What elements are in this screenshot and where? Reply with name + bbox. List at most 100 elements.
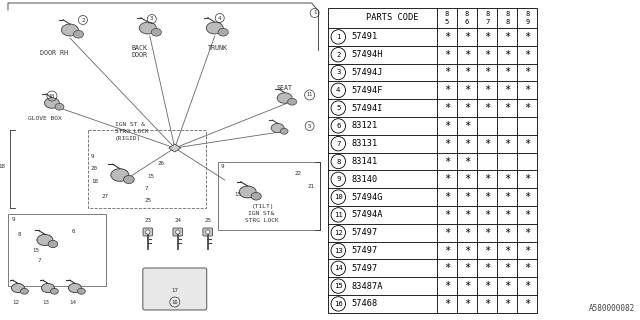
Text: *: * [524,174,531,184]
Text: *: * [464,281,470,291]
Text: 57494I: 57494I [351,104,383,113]
Text: 5: 5 [445,20,449,25]
Text: 25: 25 [205,218,212,223]
Ellipse shape [218,28,228,36]
Text: *: * [524,263,531,273]
Text: *: * [444,174,450,184]
Text: 9: 9 [525,20,529,25]
Text: 2: 2 [336,52,340,58]
Ellipse shape [44,98,60,108]
Text: 11: 11 [307,92,313,98]
Ellipse shape [42,284,54,292]
Text: (RIGID): (RIGID) [115,136,141,141]
Text: 13: 13 [334,247,342,253]
Text: *: * [524,103,531,113]
Ellipse shape [140,22,156,34]
Text: 4: 4 [218,15,221,20]
Text: 8: 8 [445,11,449,17]
Text: *: * [484,139,490,149]
Text: *: * [464,85,470,95]
Ellipse shape [61,24,79,36]
Text: 26: 26 [158,161,165,166]
Ellipse shape [51,288,58,294]
Text: 83141: 83141 [351,157,378,166]
Text: *: * [504,228,510,238]
Text: 15: 15 [235,192,242,197]
Text: IGN ST&: IGN ST& [248,211,274,216]
Text: *: * [524,32,531,42]
Text: *: * [484,68,490,77]
Text: 24: 24 [175,218,182,223]
Ellipse shape [239,186,256,198]
Text: 8: 8 [505,20,509,25]
Text: *: * [504,103,510,113]
Text: *: * [484,263,490,273]
Text: PARTS CODE: PARTS CODE [366,13,419,22]
Text: *: * [444,156,450,166]
Text: *: * [464,245,470,255]
Text: *: * [504,32,510,42]
Text: *: * [524,50,531,60]
Text: 12: 12 [12,300,19,305]
Ellipse shape [206,22,223,34]
Text: STRG LOCK: STRG LOCK [115,129,148,134]
Text: 7: 7 [145,186,148,191]
Text: *: * [464,32,470,42]
Text: *: * [524,68,531,77]
Text: *: * [524,192,531,202]
Text: 17: 17 [172,288,179,293]
Text: *: * [524,139,531,149]
Text: 57497: 57497 [351,264,378,273]
Text: 8: 8 [525,11,529,17]
Text: *: * [444,121,450,131]
Text: *: * [444,85,450,95]
Text: 9: 9 [12,217,15,222]
Ellipse shape [12,284,24,292]
Text: A580000082: A580000082 [589,304,635,313]
Text: 8: 8 [18,232,22,237]
Text: *: * [504,85,510,95]
Circle shape [146,230,150,234]
Text: (TILT): (TILT) [252,204,274,209]
Text: *: * [484,245,490,255]
Text: *: * [444,228,450,238]
Ellipse shape [55,103,64,110]
Text: 4: 4 [336,87,340,93]
Text: 83140: 83140 [351,175,378,184]
Text: 6: 6 [72,229,76,234]
Text: DOOR: DOOR [132,52,148,58]
Text: *: * [504,245,510,255]
Text: 9: 9 [91,154,94,159]
Text: *: * [524,281,531,291]
Text: *: * [504,263,510,273]
Text: *: * [444,68,450,77]
Text: 1: 1 [313,11,316,15]
Text: 11: 11 [334,212,342,218]
Text: 57491: 57491 [351,32,378,41]
Text: 21: 21 [308,184,315,189]
Text: *: * [444,103,450,113]
Text: 8: 8 [465,11,469,17]
Text: *: * [504,139,510,149]
Text: 27: 27 [102,194,109,199]
FancyBboxPatch shape [143,228,152,236]
Text: *: * [484,50,490,60]
Text: 9: 9 [336,176,340,182]
Text: *: * [464,263,470,273]
Ellipse shape [280,128,288,134]
Text: 20: 20 [91,166,98,171]
Text: 57494J: 57494J [351,68,383,77]
Text: 7: 7 [485,20,489,25]
Ellipse shape [48,240,58,248]
Text: *: * [524,85,531,95]
Text: *: * [484,85,490,95]
Text: 9: 9 [221,164,224,169]
Ellipse shape [124,175,134,184]
Text: *: * [504,281,510,291]
Text: 22: 22 [294,171,301,176]
Ellipse shape [37,234,53,246]
Text: *: * [484,192,490,202]
Text: 57494F: 57494F [351,86,383,95]
Text: 83131: 83131 [351,139,378,148]
Text: *: * [484,228,490,238]
